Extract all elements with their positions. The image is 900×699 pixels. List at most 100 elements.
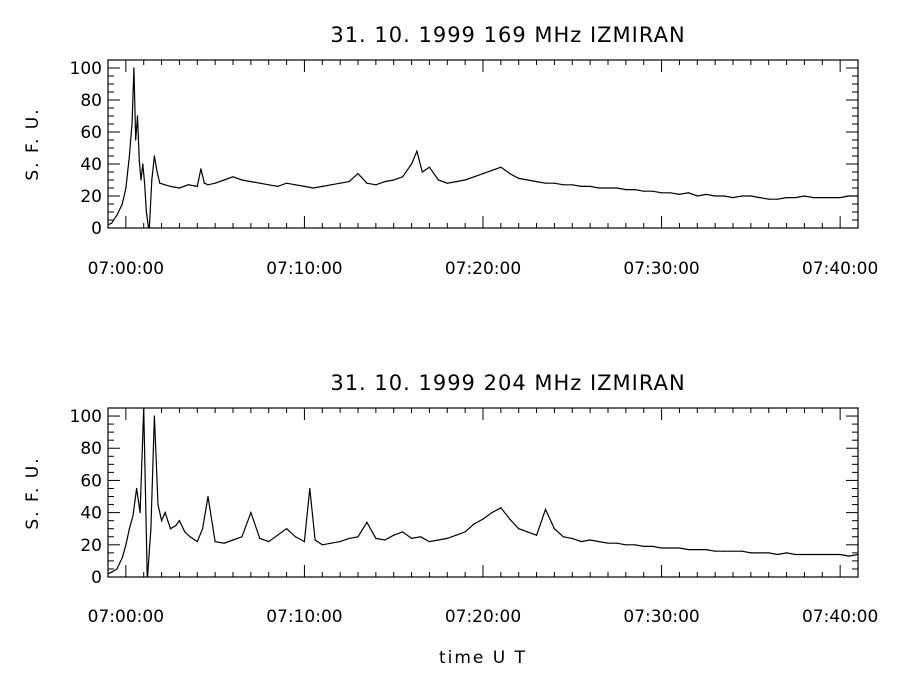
data-point xyxy=(759,552,761,554)
data-point xyxy=(741,195,743,197)
data-point xyxy=(189,536,191,538)
y-tick-label: 100 xyxy=(70,407,102,427)
data-point xyxy=(643,545,645,548)
x-tick-label: 07:40:00 xyxy=(802,607,878,627)
data-point xyxy=(464,179,466,181)
data-point xyxy=(777,198,779,200)
data-point xyxy=(116,214,118,216)
data-point xyxy=(125,544,127,546)
data-point xyxy=(661,547,663,549)
data-point xyxy=(196,185,198,187)
data-point xyxy=(375,537,377,540)
data-point xyxy=(527,179,529,181)
data-point xyxy=(156,171,158,173)
data-point xyxy=(128,155,130,157)
y-tick-label: 20 xyxy=(80,536,102,556)
data-point xyxy=(321,544,323,546)
data-point xyxy=(250,181,252,183)
data-point xyxy=(207,495,209,498)
data-point xyxy=(111,571,113,573)
data-point xyxy=(705,193,707,195)
data-point xyxy=(142,163,144,165)
data-point xyxy=(214,541,216,543)
data-point xyxy=(314,539,316,541)
data-point xyxy=(393,179,395,181)
data-point xyxy=(223,179,225,181)
data-point xyxy=(750,195,752,197)
data-point xyxy=(786,197,788,199)
data-point xyxy=(169,185,172,187)
x-tick-label: 07:00:00 xyxy=(88,607,164,627)
data-point xyxy=(357,173,359,175)
data-point xyxy=(200,168,202,170)
data-point xyxy=(375,184,377,186)
data-point xyxy=(562,536,565,538)
data-point xyxy=(732,197,734,199)
data-point xyxy=(259,537,261,540)
data-point xyxy=(678,547,681,549)
data-point xyxy=(259,182,261,184)
data-point xyxy=(277,185,279,187)
data-point xyxy=(128,528,130,530)
data-point xyxy=(437,179,439,181)
data-point xyxy=(241,179,243,181)
data-point xyxy=(411,537,413,540)
data-point xyxy=(634,189,636,191)
data-point xyxy=(536,534,538,536)
data-point xyxy=(111,222,113,224)
chart-title: 31. 10. 1999 169 MHz IZMIRAN xyxy=(330,23,685,47)
data-point xyxy=(133,67,135,69)
data-point xyxy=(384,181,386,183)
data-point xyxy=(149,232,150,233)
data-point xyxy=(164,511,166,514)
data-point xyxy=(759,197,761,199)
data-point xyxy=(652,545,654,548)
data-point xyxy=(419,536,422,538)
data-point xyxy=(178,520,180,522)
x-axis-label: time U T xyxy=(439,648,527,668)
data-point xyxy=(580,185,582,187)
data-point xyxy=(714,195,716,197)
data-point xyxy=(553,528,556,530)
data-point xyxy=(268,541,270,543)
data-point xyxy=(777,553,779,556)
data-point xyxy=(330,542,332,544)
y-tick-label: 80 xyxy=(80,91,102,111)
data-point xyxy=(153,415,155,417)
data-point xyxy=(294,184,297,186)
data-point xyxy=(830,197,832,199)
data-point xyxy=(140,179,142,181)
data-point xyxy=(366,182,368,184)
data-point xyxy=(161,520,163,522)
data-point xyxy=(571,537,573,540)
data-point xyxy=(187,184,189,186)
data-point xyxy=(312,187,314,189)
data-point xyxy=(136,487,138,490)
data-point xyxy=(857,195,858,197)
data-point xyxy=(473,523,475,525)
data-point xyxy=(348,537,350,540)
data-point xyxy=(294,536,297,538)
data-point xyxy=(150,528,152,530)
data-point xyxy=(393,534,395,536)
data-point xyxy=(741,550,743,552)
data-point xyxy=(491,169,493,171)
data-point xyxy=(203,182,205,184)
data-point xyxy=(464,531,466,533)
data-point xyxy=(571,184,573,186)
data-point xyxy=(750,552,752,554)
data-point xyxy=(482,518,484,520)
data-point xyxy=(446,182,448,184)
data-point xyxy=(455,534,457,536)
data-point xyxy=(589,185,591,187)
data-point xyxy=(428,166,430,168)
data-point xyxy=(402,531,404,533)
data-point xyxy=(509,518,511,520)
data-point xyxy=(121,557,123,559)
data-point xyxy=(500,507,502,509)
data-point xyxy=(125,187,127,189)
data-point xyxy=(473,176,475,178)
data-point xyxy=(705,549,707,551)
data-point xyxy=(250,511,252,514)
